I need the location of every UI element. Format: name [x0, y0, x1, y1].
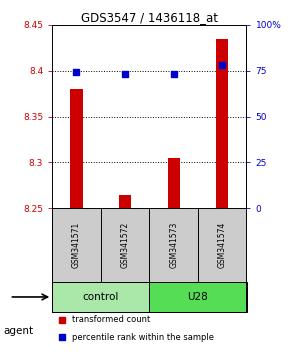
- Bar: [70, 89, 83, 208]
- Bar: [168, 158, 180, 208]
- Text: transformed count: transformed count: [72, 315, 150, 324]
- Text: U28: U28: [188, 292, 208, 302]
- Text: agent: agent: [3, 326, 33, 336]
- Text: percentile rank within the sample: percentile rank within the sample: [72, 333, 214, 342]
- Bar: [52, 282, 149, 312]
- Text: GSM341571: GSM341571: [72, 222, 81, 268]
- Bar: [149, 282, 246, 312]
- Bar: [119, 194, 131, 208]
- Text: control: control: [83, 292, 119, 302]
- Title: GDS3547 / 1436118_at: GDS3547 / 1436118_at: [81, 11, 218, 24]
- Text: GSM341574: GSM341574: [218, 222, 227, 268]
- Text: GSM341573: GSM341573: [169, 222, 178, 268]
- Text: GSM341572: GSM341572: [121, 222, 130, 268]
- Bar: [216, 39, 228, 208]
